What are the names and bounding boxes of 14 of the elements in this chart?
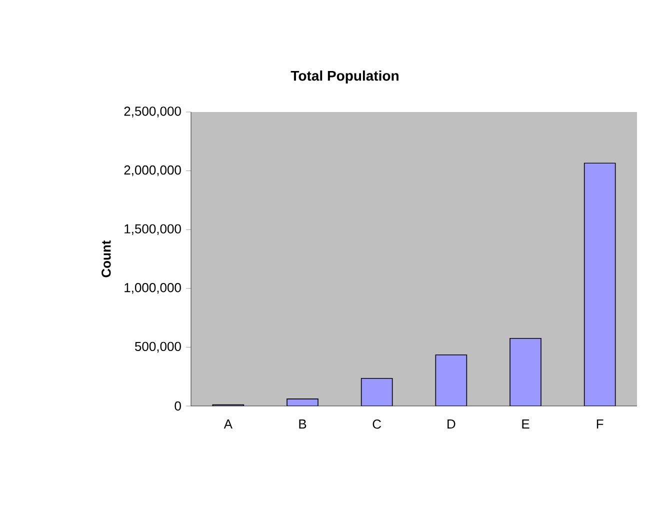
y-axis-title: Count: [102, 240, 111, 278]
x-tick-label: E: [522, 420, 530, 428]
y-tick-label: 1,000,000: [124, 283, 181, 294]
y-tick-label: 500,000: [134, 342, 181, 353]
x-tick-label: B: [299, 420, 306, 428]
y-tick-label: 2,500,000: [124, 106, 181, 118]
y-tick-label: 0: [174, 401, 181, 411]
x-tick-label: F: [596, 420, 604, 428]
y-tick-label: 2,000,000: [124, 165, 181, 176]
x-tick-label: A: [224, 420, 232, 428]
y-tick-label: 1,500,000: [124, 224, 181, 235]
x-tick-label: C: [372, 420, 382, 429]
chart-title: Total Population: [290, 70, 398, 84]
x-tick-label: D: [448, 420, 456, 428]
